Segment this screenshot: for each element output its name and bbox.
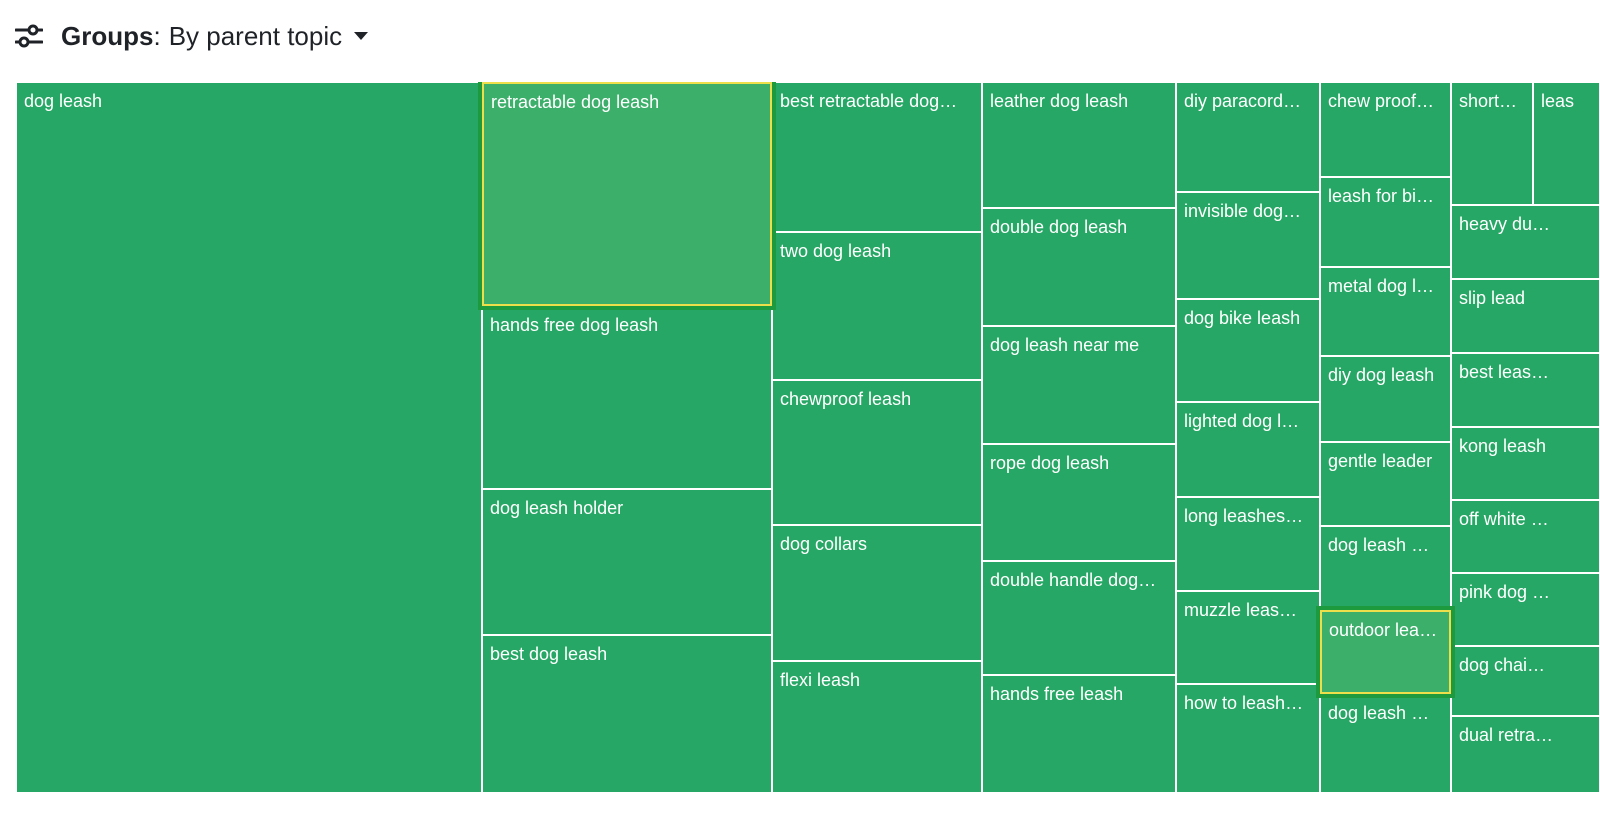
treemap-tile-hands-free-dog-leash[interactable]: hands free dog leash: [482, 306, 772, 489]
treemap-tile-dog-bike-leash[interactable]: dog bike leash: [1176, 299, 1320, 402]
treemap-tile-leas[interactable]: leas: [1533, 82, 1600, 205]
treemap-tile-double-dog-leash[interactable]: double dog leash: [982, 208, 1176, 326]
treemap-tile-slip-lead[interactable]: slip lead: [1451, 279, 1600, 353]
treemap-tile-rope-dog-leash[interactable]: rope dog leash: [982, 444, 1176, 561]
groups-header: Groups : By parent topic: [15, 18, 369, 54]
treemap-tile-invisible-dog[interactable]: invisible dog…: [1176, 192, 1320, 299]
treemap-tile-chew-proof[interactable]: chew proof…: [1320, 82, 1451, 177]
treemap-tile-flexi-leash[interactable]: flexi leash: [772, 661, 982, 793]
keyword-treemap: dog leash retractable dog leash hands free…: [16, 82, 1600, 793]
treemap-tile-diy-dog-leash[interactable]: diy dog leash: [1320, 356, 1451, 442]
treemap-tile-metal-dog-l[interactable]: metal dog l…: [1320, 267, 1451, 356]
treemap-tile-diy-paracord[interactable]: diy paracord…: [1176, 82, 1320, 192]
treemap-tile-outdoor-lea[interactable]: outdoor lea…: [1320, 610, 1451, 694]
caret-down-icon[interactable]: [354, 31, 369, 41]
treemap-tile-leash-for-bi[interactable]: leash for bi…: [1320, 177, 1451, 267]
treemap-tile-two-dog-leash[interactable]: two dog leash: [772, 232, 982, 380]
groups-select-value[interactable]: By parent topic: [168, 20, 343, 51]
groups-label: Groups: [61, 20, 154, 51]
treemap-tile-dog-leash[interactable]: dog leash …: [1320, 694, 1451, 793]
treemap-tile-leather-dog-leash[interactable]: leather dog leash: [982, 82, 1176, 208]
treemap-tile-kong-leash[interactable]: kong leash: [1451, 427, 1600, 500]
treemap-tile-short[interactable]: short…: [1451, 82, 1533, 205]
filter-sliders-icon[interactable]: [15, 24, 43, 48]
treemap-tile-retractable-dog-leash[interactable]: retractable dog leash: [482, 82, 772, 306]
treemap-tile-gentle-leader[interactable]: gentle leader: [1320, 442, 1451, 526]
treemap-tile-lighted-dog-l[interactable]: lighted dog l…: [1176, 402, 1320, 497]
treemap-tile-best-retractable-dog[interactable]: best retractable dog…: [772, 82, 982, 232]
treemap-tile-dog-leash-holder[interactable]: dog leash holder: [482, 489, 772, 635]
treemap-tile-pink-dog[interactable]: pink dog …: [1451, 573, 1600, 646]
treemap-tile-dog-collars[interactable]: dog collars: [772, 525, 982, 661]
treemap-tile-dog-chai[interactable]: dog chai…: [1451, 646, 1600, 716]
treemap-tile-best-leas[interactable]: best leas…: [1451, 353, 1600, 427]
treemap-tile-how-to-leash[interactable]: how to leash…: [1176, 684, 1320, 793]
treemap-tile-muzzle-leas[interactable]: muzzle leas…: [1176, 591, 1320, 684]
treemap-tile-heavy-du[interactable]: heavy du…: [1451, 205, 1600, 279]
treemap-tile-dog-leash-near-me[interactable]: dog leash near me: [982, 326, 1176, 444]
treemap-tile-double-handle-dog[interactable]: double handle dog…: [982, 561, 1176, 675]
treemap-tile-dual-retra[interactable]: dual retra…: [1451, 716, 1600, 793]
treemap-tile-hands-free-leash[interactable]: hands free leash: [982, 675, 1176, 793]
treemap-tile-best-dog-leash[interactable]: best dog leash: [482, 635, 772, 793]
treemap-tile-long-leashes[interactable]: long leashes…: [1176, 497, 1320, 591]
treemap-tile-off-white[interactable]: off white …: [1451, 500, 1600, 573]
groups-colon: :: [153, 20, 161, 51]
treemap-tile-chewproof-leash[interactable]: chewproof leash: [772, 380, 982, 525]
treemap-tile-dog-leash[interactable]: dog leash …: [1320, 526, 1451, 610]
treemap-tile-dog-leash[interactable]: dog leash: [16, 82, 482, 793]
